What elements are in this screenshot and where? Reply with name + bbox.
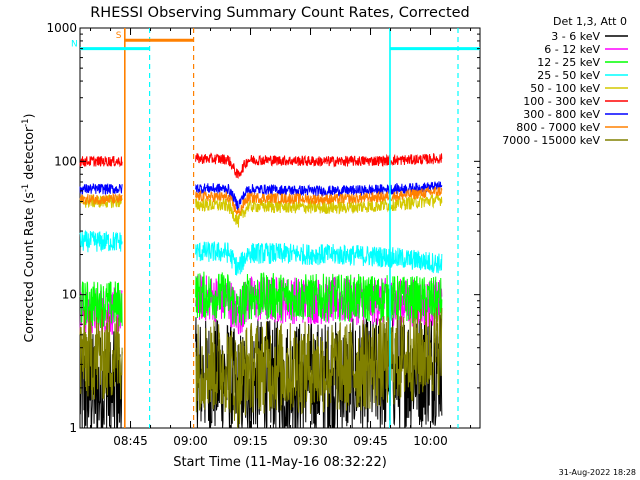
y-tick-label-1: 10 bbox=[62, 288, 77, 302]
y-axis-label-main: Corrected Count Rate (s bbox=[21, 192, 36, 342]
chart-title: RHESSI Observing Summary Count Rates, Co… bbox=[90, 5, 470, 21]
legend-label-8: 7000 - 15000 keV bbox=[502, 134, 600, 147]
series-2-segment-1 bbox=[195, 271, 443, 326]
series-5-segment-1 bbox=[195, 152, 443, 179]
series-5 bbox=[79, 152, 443, 179]
series-3-segment-0 bbox=[79, 229, 123, 253]
series-7 bbox=[79, 185, 443, 215]
series-3 bbox=[79, 229, 443, 276]
x-tick-label-0: 08:45 bbox=[113, 434, 148, 448]
series-8 bbox=[79, 307, 443, 429]
x-tick-label-3: 09:30 bbox=[293, 434, 328, 448]
footer-date: 31-Aug-2022 18:28 bbox=[559, 468, 636, 477]
legend-label-2: 12 - 25 keV bbox=[537, 56, 600, 69]
flag-label-1: N bbox=[71, 40, 78, 50]
legend-label-5: 100 - 300 keV bbox=[523, 95, 600, 108]
y-axis-label-sup2: -1 bbox=[21, 118, 31, 126]
x-tick-label-2: 09:15 bbox=[233, 434, 268, 448]
flag-label-0: S bbox=[116, 31, 122, 41]
y-tick-label-3: 1000 bbox=[46, 21, 77, 35]
series-5-segment-0 bbox=[79, 155, 123, 168]
series-2 bbox=[79, 271, 443, 329]
series-8-segment-1 bbox=[195, 307, 443, 429]
legend-label-7: 800 - 7000 keV bbox=[516, 121, 600, 134]
y-axis-label-end: ) bbox=[21, 114, 36, 119]
series-6-segment-1 bbox=[195, 181, 443, 211]
marker-layer: SN bbox=[71, 28, 480, 428]
legend-label-0: 3 - 6 keV bbox=[551, 30, 600, 43]
series-6-segment-0 bbox=[79, 182, 123, 196]
series-8-segment-0 bbox=[79, 308, 123, 400]
y-axis-label: Corrected Count Rate (s-1 detector-1) bbox=[21, 114, 36, 343]
y-axis-label-sup: -1 bbox=[21, 184, 31, 192]
series-layer bbox=[79, 152, 443, 429]
legend-label-3: 25 - 50 keV bbox=[537, 69, 600, 82]
legend-label-4: 50 - 100 keV bbox=[530, 82, 600, 95]
series-3-segment-1 bbox=[195, 240, 443, 276]
series-6 bbox=[79, 181, 443, 211]
series-2-segment-0 bbox=[79, 281, 123, 329]
y-axis-label-tail: detector bbox=[21, 126, 36, 184]
axis-layer: 1 10 100 1000 08:45 09:00 09:15 09:30 09:45 10:00 bbox=[46, 21, 480, 448]
legend-header: Det 1,3, Att 0 bbox=[553, 15, 627, 28]
series-7-segment-1 bbox=[195, 185, 443, 215]
legend-label-6: 300 - 800 keV bbox=[523, 108, 600, 121]
x-tick-label-4: 09:45 bbox=[353, 434, 388, 448]
y-tick-label-2: 100 bbox=[54, 154, 77, 168]
x-tick-label-5: 10:00 bbox=[413, 434, 448, 448]
x-tick-label-1: 09:00 bbox=[173, 434, 208, 448]
legend-label-1: 6 - 12 keV bbox=[544, 43, 600, 56]
y-tick-label-0: 1 bbox=[69, 421, 77, 435]
series-7-segment-0 bbox=[79, 192, 123, 205]
x-axis-label: Start Time (11-May-16 08:32:22) bbox=[173, 455, 387, 470]
